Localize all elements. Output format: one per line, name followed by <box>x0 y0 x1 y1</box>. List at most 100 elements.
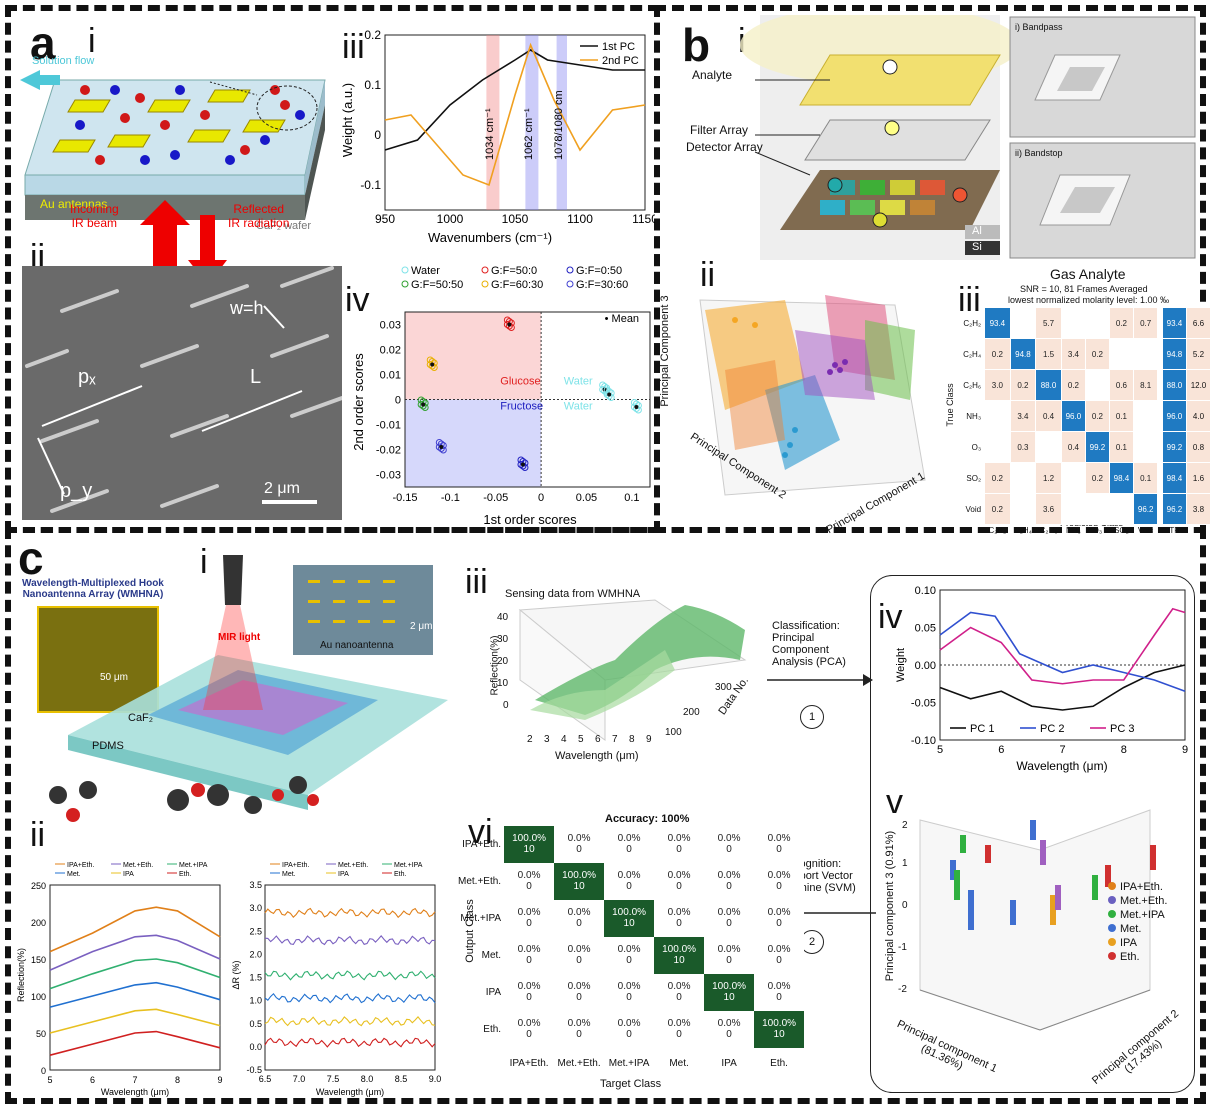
panel-b-ii-label: ii <box>700 256 716 294</box>
gas-analyte-sub1: SNR = 10, 81 Frames Averaged <box>1020 284 1148 294</box>
band-label: 1034 cm⁻¹ <box>484 108 496 160</box>
px-label: pₓ <box>78 366 96 388</box>
delta-series-2 <box>264 970 436 981</box>
legend-label: IPA+Eth. <box>282 862 309 869</box>
matrix-cell: 0.7 <box>1132 307 1159 339</box>
sem-image <box>22 266 342 520</box>
step-1-badge: 1 <box>800 705 824 729</box>
row-class-label: NH₃ <box>966 411 982 421</box>
matrix-cell: 0.0% 0 <box>604 863 655 900</box>
py-label: p_y <box>60 480 93 502</box>
svg-text:1: 1 <box>902 858 908 869</box>
x-tick-label: 1100 <box>567 212 593 226</box>
matrix-cell: 0.2 <box>984 338 1011 370</box>
svg-text:200: 200 <box>683 707 700 718</box>
score-scatter-chart: -0.15 -0.1 -0.05 0 0.05 0.1 0.03 0.02 0.01 0 -0.01… <box>351 265 651 527</box>
matrix-cell <box>1108 338 1134 370</box>
row-class-label: Met.+IPA <box>460 913 502 924</box>
pca-arrow-label: Classification: Principal Component Anal… <box>772 620 846 668</box>
matrix-cell <box>1009 307 1037 339</box>
pc3-percent-label: Principal component 3 (0.91%) <box>884 830 896 982</box>
matrix-cell: 100.0% 10 <box>604 900 655 937</box>
row-class-label: Met.+Eth. <box>458 876 502 887</box>
matrix-cell: 100.0% 10 <box>654 937 705 974</box>
matrix-cell: 0.0% 0 <box>754 900 805 937</box>
detector-stack-schematic <box>740 15 1196 260</box>
svg-text:5: 5 <box>578 734 584 745</box>
matrix-cell <box>1084 369 1110 401</box>
matrix-cell: 0.2 <box>1084 462 1110 494</box>
matrix-cell: 0.0% 0 <box>554 937 605 974</box>
highlight-band <box>556 35 567 210</box>
y-axis-label: Weight <box>895 648 907 682</box>
x-tick-label: -0.1 <box>441 492 460 504</box>
fn-cell: 0.8 <box>1185 431 1211 463</box>
mean-point <box>430 362 435 367</box>
y-tick-label: -0.03 <box>376 470 401 482</box>
panel-c-label: c <box>18 532 44 584</box>
pca-arrow <box>767 674 873 686</box>
y-tick-label: 0.5 <box>249 1019 262 1029</box>
tp-cell: 93.4 <box>1161 307 1187 339</box>
svg-text:-2: -2 <box>898 984 907 995</box>
y-tick-label: 2.5 <box>249 926 262 936</box>
matrix-cell: 1.5 <box>1035 338 1062 370</box>
panel-b-label: b <box>682 19 711 71</box>
y-tick-label: 150 <box>31 955 46 965</box>
matrix-cell: 0.0% 0 <box>504 900 555 937</box>
matrix-cell: 3.4 <box>1060 338 1086 370</box>
legend-label: 1st PC <box>602 41 635 53</box>
y-tick-label: 2.0 <box>249 949 262 959</box>
y-axis-label: 2nd order scores <box>351 353 366 451</box>
matrix-cell <box>1060 493 1086 525</box>
y-tick-label: -0.02 <box>376 445 401 457</box>
matrix-cell: 99.2 <box>1084 431 1110 463</box>
x-tick-label: 9.0 <box>429 1074 442 1084</box>
matrix-cell: 5.7 <box>1035 307 1062 339</box>
panel-c-frame <box>5 527 1206 1104</box>
svg-text:30: 30 <box>497 634 509 645</box>
legend-label: IPA+Eth. <box>67 862 94 869</box>
panel-a-iv-label: iv <box>345 281 370 319</box>
x-tick-label: 6 <box>998 744 1004 756</box>
svg-text:-1: -1 <box>898 942 907 953</box>
panel-c-i-label: i <box>200 543 208 581</box>
x-tick-label: -0.15 <box>392 492 417 504</box>
y-tick-label: 250 <box>31 881 46 891</box>
legend-item: IPA+Eth. <box>1108 880 1167 894</box>
matrix-cell: 0.2 <box>1060 369 1086 401</box>
x-tick-label: 7 <box>132 1075 137 1085</box>
matrix-cell: 93.4 <box>984 307 1011 339</box>
x-axis-label: Wavelength (μm) <box>101 1087 169 1097</box>
matrix-cell: 8.1 <box>1132 369 1159 401</box>
matrix-cell: 94.8 <box>1009 338 1037 370</box>
y-tick-label: 0.10 <box>915 585 936 597</box>
matrix-cell: 0.0% 0 <box>604 1011 655 1048</box>
x-tick-label: 7.5 <box>327 1074 340 1084</box>
true-class-label: True Class <box>945 383 955 427</box>
sem-scale-label: 2 μm <box>264 480 300 497</box>
au-nanoantenna-label: Au nanoantenna <box>320 640 394 651</box>
legend-swatch <box>401 280 409 288</box>
x-tick-label: 7 <box>1059 744 1065 756</box>
sensing-data-title: Sensing data from WMHNA <box>505 588 641 600</box>
svm-confusion-matrix: IPA+Eth. 100.0% 10 0.0% 0 0.0% 0 0.0% 0 0.0% … <box>457 826 805 1070</box>
row-class-label: IPA <box>485 987 502 998</box>
highlight-band <box>486 35 500 210</box>
y-tick-label: 100 <box>31 992 46 1002</box>
l-label: L <box>250 366 262 388</box>
series-line-0 <box>384 49 645 151</box>
legend-swatch <box>481 280 489 288</box>
matrix-cell: 1.2 <box>1035 462 1062 494</box>
band-label: 1078/1080 cm <box>553 90 565 160</box>
tp-cell: 99.2 <box>1161 431 1187 463</box>
x-axis-label: 1st order scores <box>483 512 577 527</box>
gas-confusion-matrix: C₂H₂ 93.4 5.7 0.2 0.7 93.4 6.6 C₂H₄ 0.2 94.8 1.5 3.… <box>957 307 1211 536</box>
caf2-label: CaF₂ <box>128 712 154 724</box>
x-tick-label: 7.0 <box>293 1074 306 1084</box>
legend-dot <box>1108 952 1116 960</box>
row-class-label: Eth. <box>483 1024 502 1035</box>
fn-cell: 12.0 <box>1185 369 1211 401</box>
x-tick-label: 8.5 <box>395 1074 408 1084</box>
